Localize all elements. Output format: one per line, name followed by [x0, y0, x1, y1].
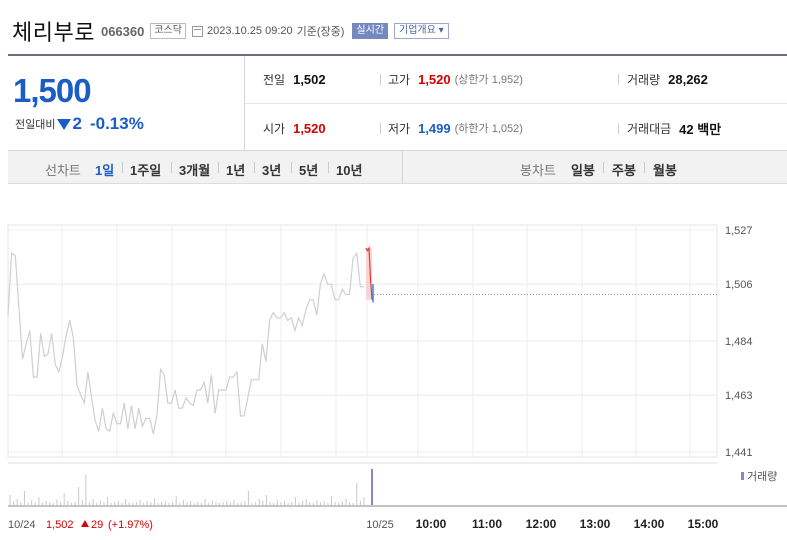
change-rate: -0.13%	[89, 114, 144, 133]
prev-close-label: 전일	[263, 72, 286, 87]
tab-1y[interactable]: 1년	[226, 163, 246, 178]
prev-day-close-label: 1,502	[46, 519, 74, 531]
x-tick-label: 10:00	[416, 517, 447, 531]
volume-label: 거래량	[627, 72, 661, 87]
y-tick-label: 1,463	[725, 390, 753, 402]
divider	[603, 162, 604, 173]
today-price-line	[365, 246, 373, 300]
tab-3m[interactable]: 3개월	[179, 163, 211, 178]
up-triangle-icon	[81, 520, 89, 527]
tab-10y[interactable]: 10년	[336, 163, 363, 178]
x-tick-label: 11:00	[472, 517, 502, 531]
divider	[380, 123, 381, 134]
quote-datetime: 2023.10.25 09:20	[206, 25, 293, 37]
divider	[122, 162, 123, 173]
company-overview-label: 기업개요	[399, 25, 436, 36]
lower-limit: (하한가 1,052)	[454, 123, 523, 135]
divider	[380, 74, 381, 85]
divider	[644, 162, 645, 173]
tab-daily-candle[interactable]: 일봉	[571, 163, 595, 178]
prev-day-line	[7, 251, 364, 435]
upper-limit: (상한가 1,952)	[454, 74, 523, 86]
tab-3y[interactable]: 3년	[262, 163, 282, 178]
company-overview-button[interactable]: 기업개요 ▾	[394, 23, 449, 39]
quote-summary: 1,500 전일대비 2 -0.13% 전일 1,502 고가 1,520 (상…	[8, 54, 787, 151]
x-tick-label: 15:00	[688, 517, 719, 531]
tab-weekly-candle[interactable]: 주봉	[612, 163, 636, 178]
today-area	[366, 248, 372, 300]
prev-close: 전일 1,502	[263, 69, 326, 89]
volume-legend-label: 거래량	[747, 470, 777, 483]
volume-legend-swatch	[741, 472, 744, 480]
change-label: 전일대비	[15, 119, 56, 131]
today-volume-bar	[371, 469, 373, 505]
x-tick-label: 12:00	[526, 517, 557, 531]
stock-header: 체리부로 066360 코스닥 2023.10.25 09:20 기준(장중) …	[12, 16, 449, 46]
divider	[328, 162, 329, 173]
x-axis: 10:00 11:00 12:00 13:00 14:00 15:00 10/25 10/24…	[8, 517, 719, 531]
divider	[244, 103, 787, 104]
stock-code: 066360	[100, 23, 145, 39]
price-change: 전일대비 2 -0.13%	[15, 114, 144, 134]
divider	[171, 162, 172, 173]
y-tick-label: 1,527	[725, 225, 753, 237]
divider	[254, 162, 255, 173]
open-price: 시가 1,520	[263, 118, 326, 138]
down-triangle-icon	[57, 118, 72, 130]
prev-day-rate-label: (+1.97%)	[108, 519, 153, 531]
prev-close-value: 1,502	[293, 71, 326, 87]
y-tick-label: 1,484	[725, 336, 753, 348]
x-tick-label: 14:00	[634, 517, 665, 531]
y-axis: 1,527 1,506 1,484 1,463 1,441	[725, 225, 753, 459]
today-series	[365, 246, 717, 303]
low-price: 저가 1,499 (하한가 1,052)	[388, 118, 523, 138]
open-label: 시가	[263, 121, 286, 136]
chart-grid	[7, 224, 718, 458]
change-amount: 2	[72, 114, 82, 133]
calendar-icon	[191, 25, 203, 37]
prev-day-date-label: 10/24	[8, 519, 36, 531]
market-badge: 코스닥	[150, 23, 186, 39]
divider	[618, 123, 619, 134]
open-value: 1,520	[293, 120, 326, 136]
prev-day-change-label: 29	[91, 519, 103, 531]
divider	[618, 74, 619, 85]
current-price: 1,500	[13, 72, 92, 109]
quote-basis: 기준(장중)	[296, 26, 345, 38]
stock-name: 체리부로	[12, 20, 95, 45]
divider	[402, 151, 403, 184]
chart-tabs: 선차트 1일 1주일 3개월 1년 3년 5년 10년 봉차트 일봉 주봉 월봉	[8, 151, 787, 184]
low-label: 저가	[388, 121, 411, 136]
volume-value: 28,262	[668, 71, 708, 87]
high-label: 고가	[388, 72, 411, 87]
tab-monthly-candle[interactable]: 월봉	[653, 163, 677, 178]
current-price-box: 1,500 전일대비 2 -0.13%	[8, 56, 244, 151]
prev-day-price-line	[7, 251, 364, 435]
trade-amount: 거래대금 42 백만	[627, 118, 721, 138]
realtime-badge[interactable]: 실시간	[352, 23, 389, 39]
divider	[218, 162, 219, 173]
high-price: 고가 1,520 (상한가 1,952)	[388, 69, 523, 89]
volume-chart: 거래량	[8, 462, 787, 507]
amount-label: 거래대금	[627, 121, 672, 136]
x-tick-label: 13:00	[580, 517, 611, 531]
line-chart-label: 선차트	[45, 163, 81, 178]
low-value: 1,499	[418, 120, 451, 136]
high-value: 1,520	[418, 71, 451, 87]
tab-5y[interactable]: 5년	[299, 163, 319, 178]
candle-chart-label: 봉차트	[520, 163, 556, 178]
amount-value: 42 백만	[679, 121, 722, 137]
y-tick-label: 1,506	[725, 279, 753, 291]
tab-1d[interactable]: 1일	[95, 163, 115, 178]
divider	[291, 162, 292, 173]
y-tick-label: 1,441	[725, 447, 753, 459]
volume: 거래량 28,262	[627, 69, 708, 89]
tab-1w[interactable]: 1주일	[130, 163, 162, 178]
today-date-label: 10/25	[366, 519, 394, 531]
